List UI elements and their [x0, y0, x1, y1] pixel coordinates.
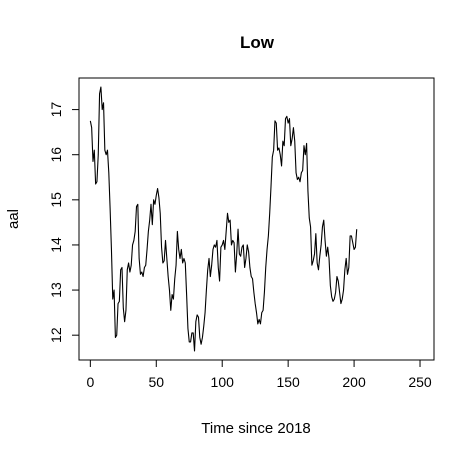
- y-tick-label: 14: [48, 237, 64, 253]
- x-tick-label: 200: [342, 374, 366, 390]
- y-tick-label: 12: [48, 327, 64, 343]
- y-tick-label: 15: [48, 192, 64, 208]
- plot-area-frame: [78, 77, 435, 361]
- series-line-low: [89, 86, 358, 352]
- x-axis: 0 50 100 150 200 250: [86, 359, 432, 390]
- x-tick-label: 100: [211, 374, 235, 390]
- y-tick-label: 13: [48, 282, 64, 298]
- x-tick-label: 150: [276, 374, 300, 390]
- y-tick-label: 17: [48, 102, 64, 118]
- x-tick-label: 250: [408, 374, 432, 390]
- y-axis: 12 13 14 15 16 17: [48, 102, 80, 343]
- x-tick-label: 0: [86, 374, 94, 390]
- x-tick-label: 50: [148, 374, 164, 390]
- chart-title: Low: [240, 33, 275, 52]
- x-axis-label: Time since 2018: [201, 420, 311, 437]
- y-tick-label: 16: [48, 147, 64, 163]
- y-axis-label: aal: [5, 209, 22, 229]
